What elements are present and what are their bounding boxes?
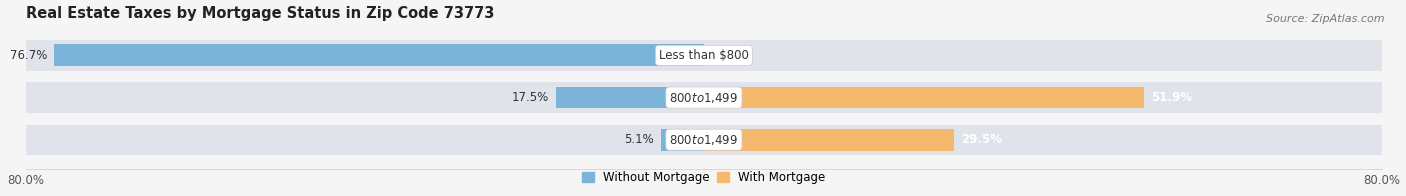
Legend: Without Mortgage, With Mortgage: Without Mortgage, With Mortgage [578, 167, 831, 189]
Bar [25, 40, 1382, 71]
Bar [661, 129, 704, 151]
Text: Real Estate Taxes by Mortgage Status in Zip Code 73773: Real Estate Taxes by Mortgage Status in … [25, 5, 495, 21]
Text: Less than $800: Less than $800 [659, 49, 749, 62]
Text: 76.7%: 76.7% [10, 49, 46, 62]
Text: 17.5%: 17.5% [512, 91, 548, 104]
Bar [555, 87, 704, 109]
Bar [704, 129, 953, 151]
Text: Source: ZipAtlas.com: Source: ZipAtlas.com [1267, 14, 1385, 24]
Bar [25, 124, 1382, 155]
Text: 51.9%: 51.9% [1150, 91, 1191, 104]
Text: $800 to $1,499: $800 to $1,499 [669, 91, 738, 104]
Text: 5.1%: 5.1% [624, 133, 654, 146]
Bar [53, 44, 704, 66]
Text: 0.0%: 0.0% [710, 49, 741, 62]
Text: 29.5%: 29.5% [960, 133, 1001, 146]
Bar [704, 87, 1144, 109]
Bar [25, 82, 1382, 113]
Text: $800 to $1,499: $800 to $1,499 [669, 133, 738, 147]
